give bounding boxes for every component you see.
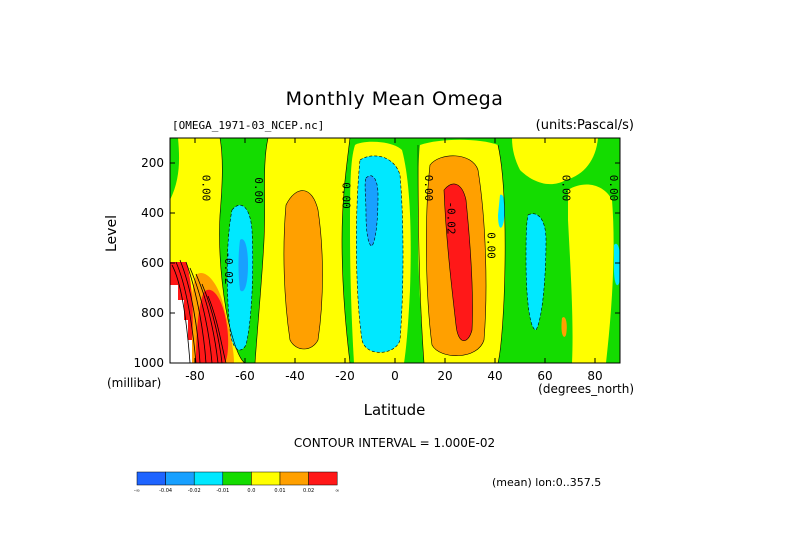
x-tick-label: -60 — [235, 369, 255, 383]
axis-ticks: -80 -60 -40 -20 0 20 40 60 80 200 400 600 800 1000 — [133, 138, 620, 383]
contour-label: -0.02 — [445, 201, 458, 234]
region-cyan-eq — [356, 155, 403, 353]
region-yellow-right — [512, 138, 598, 185]
x-axis-unit: (degrees_north) — [538, 382, 634, 396]
region-missing-data — [170, 285, 192, 363]
region-yellow-far-right — [568, 184, 614, 363]
y-axis-unit: (millibar) — [107, 376, 162, 390]
colorbar-label: ∞ — [335, 488, 339, 494]
x-tick-label: -40 — [285, 369, 305, 383]
contour-label: 0.00 — [607, 175, 620, 202]
contour-label: -0.02 — [222, 251, 235, 284]
contour-lines-dense — [171, 259, 227, 363]
region-orange-sml — [561, 317, 567, 337]
x-tick-label: 60 — [537, 369, 552, 383]
region-blue-eq — [365, 175, 378, 246]
contour-lines-negative — [226, 155, 547, 353]
dataset-label: [OMEGA_1971-03_NCEP.nc] — [172, 119, 325, 132]
colorbar-swatch — [136, 471, 166, 486]
region-red-nh — [444, 184, 473, 341]
colorbar-label: -0.02 — [188, 488, 201, 494]
x-axis-label: Latitude — [363, 401, 426, 419]
region-orange-south — [283, 190, 323, 349]
colorbar: -∞ -0.04 -0.02 -0.01 0.0 0.01 0.02 ∞ — [134, 471, 339, 494]
colorbar-label: -0.04 — [159, 488, 172, 494]
y-tick-label: 800 — [141, 306, 164, 320]
contour-lines — [219, 138, 506, 363]
region-cyan-nh — [526, 213, 546, 330]
mean-longitude-label: (mean) lon:0..357.5 — [492, 476, 602, 489]
y-tick-label: 1000 — [133, 356, 164, 370]
x-tick-label: -20 — [335, 369, 355, 383]
region-cyan-sml1 — [498, 194, 505, 228]
x-tick-label: 80 — [587, 369, 602, 383]
contour-label: 0.00 — [200, 175, 213, 202]
x-tick-label: 20 — [437, 369, 452, 383]
colorbar-label: 0.01 — [274, 488, 285, 494]
colorbar-swatch — [193, 471, 224, 486]
colorbar-swatch — [165, 471, 195, 486]
x-tick-label: -80 — [185, 369, 205, 383]
region-cyan-sml2 — [614, 243, 620, 286]
contour-interval-label: CONTOUR INTERVAL = 1.000E-02 — [293, 436, 496, 450]
x-tick-label: 0 — [391, 369, 399, 383]
contour-label: 0.00 — [485, 232, 498, 259]
region-blue-south — [238, 239, 248, 292]
contour-label: 0.00 — [422, 175, 435, 202]
chart-title: Monthly Mean Omega — [285, 88, 504, 110]
contour-label: 0.00 — [560, 175, 573, 202]
colorbar-swatch — [222, 471, 252, 486]
y-tick-label: 400 — [141, 206, 164, 220]
colorbar-swatch — [279, 471, 309, 486]
colorbar-swatch — [251, 471, 281, 486]
colorbar-label: 0.0 — [247, 488, 255, 494]
units-label: (units:Pascal/s) — [535, 118, 634, 133]
colorbar-label: -∞ — [134, 488, 140, 494]
contour-label: 0.00 — [252, 177, 265, 204]
contour-labels: 0.00 0.00 -0.02 0.00 0.00 -0.02 0.00 0.00 0.00 — [200, 175, 621, 285]
contour-label: 0.00 — [340, 182, 353, 209]
contour-fill-layer — [170, 138, 620, 363]
colorbar-swatch — [308, 471, 338, 486]
colorbar-label: 0.02 — [303, 488, 314, 494]
colorbar-label: -0.01 — [216, 488, 229, 494]
y-tick-label: 600 — [141, 256, 164, 270]
x-tick-label: 40 — [487, 369, 502, 383]
y-tick-label: 200 — [141, 156, 164, 170]
